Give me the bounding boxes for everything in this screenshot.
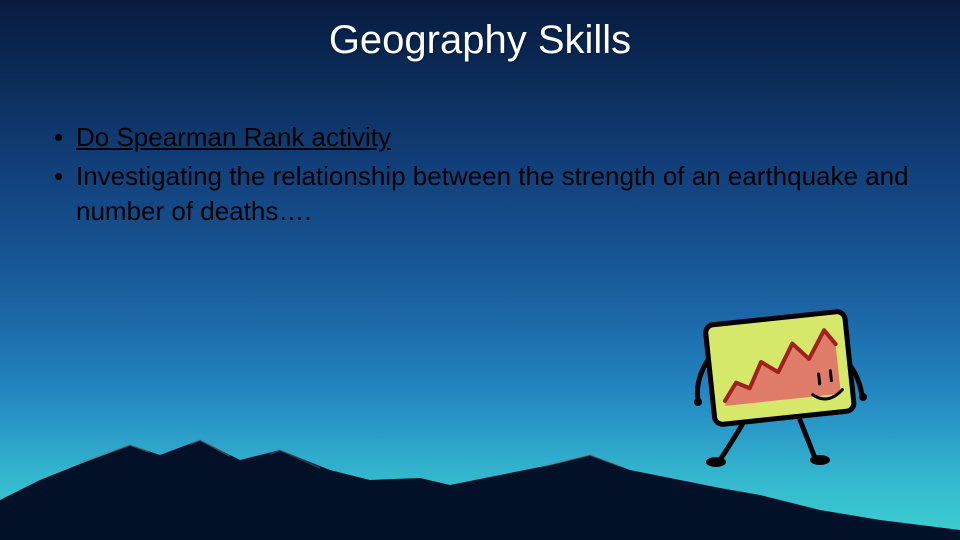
bullet-item: Do Spearman Rank activity	[48, 120, 912, 155]
bullet-item: Investigating the relationship between t…	[48, 159, 912, 229]
bullet-list: Do Spearman Rank activity Investigating …	[48, 120, 912, 233]
bullet-text: Investigating the relationship between t…	[76, 161, 909, 226]
bullet-text-link[interactable]: Do Spearman Rank activity	[76, 122, 391, 152]
chart-monitor-clipart	[690, 300, 870, 470]
slide-title: Geography Skills	[0, 18, 960, 63]
